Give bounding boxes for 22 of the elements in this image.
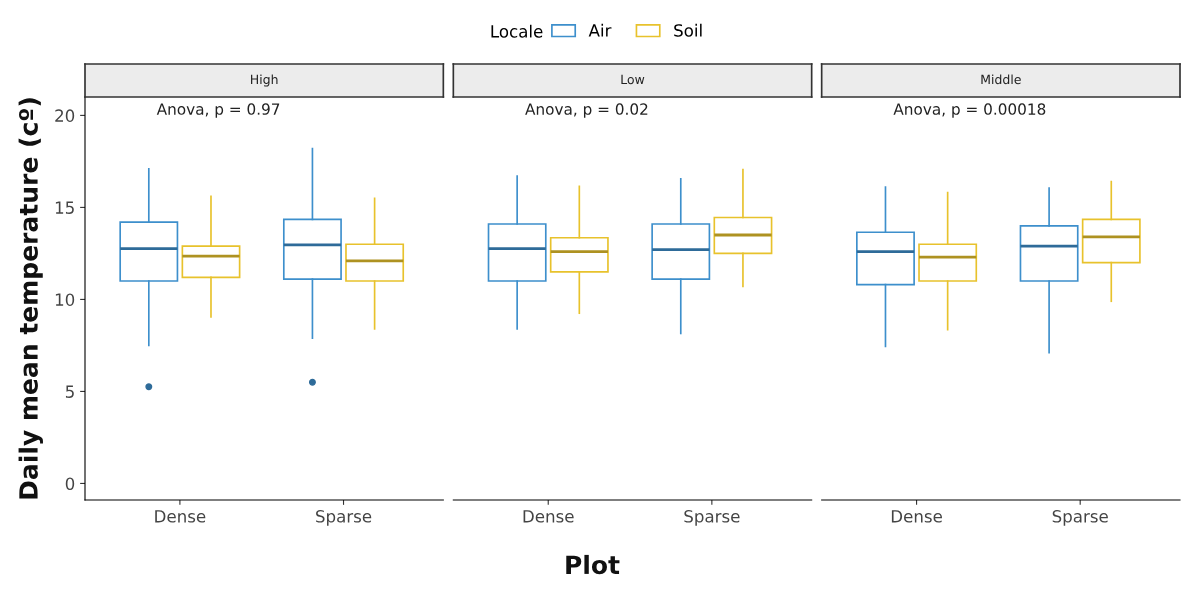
x-tick-label: Sparse xyxy=(1052,510,1108,526)
annotation: Anova, p = 0.00018 xyxy=(893,103,1046,118)
y-tick-label: 15 xyxy=(55,201,74,214)
annotation: Anova, p = 0.97 xyxy=(156,103,280,118)
y-tick-label: 5 xyxy=(65,385,74,398)
chart-title: Middle xyxy=(981,74,1021,85)
legend-label: Soil xyxy=(674,23,702,37)
x-tick-label: Dense xyxy=(155,510,206,523)
y-tick-label: 0 xyxy=(65,477,75,491)
y-tick-label: 10 xyxy=(55,293,75,306)
y-tick-label: 20 xyxy=(55,109,75,122)
x-tick-label: Sparse xyxy=(316,510,372,526)
legend-title: Locale xyxy=(491,24,543,38)
x-axis-title: Plot xyxy=(566,554,620,575)
x-tick-label: Dense xyxy=(523,510,574,523)
y-axis-title: Daily mean temperature (cº) xyxy=(18,98,43,499)
annotation: Anova, p = 0.02 xyxy=(525,103,648,118)
legend-label: Air xyxy=(588,23,612,37)
chart-title: High xyxy=(251,74,278,87)
x-tick-label: Sparse xyxy=(684,510,740,526)
x-tick-label: Dense xyxy=(891,510,942,523)
chart-title: Low xyxy=(621,74,645,85)
